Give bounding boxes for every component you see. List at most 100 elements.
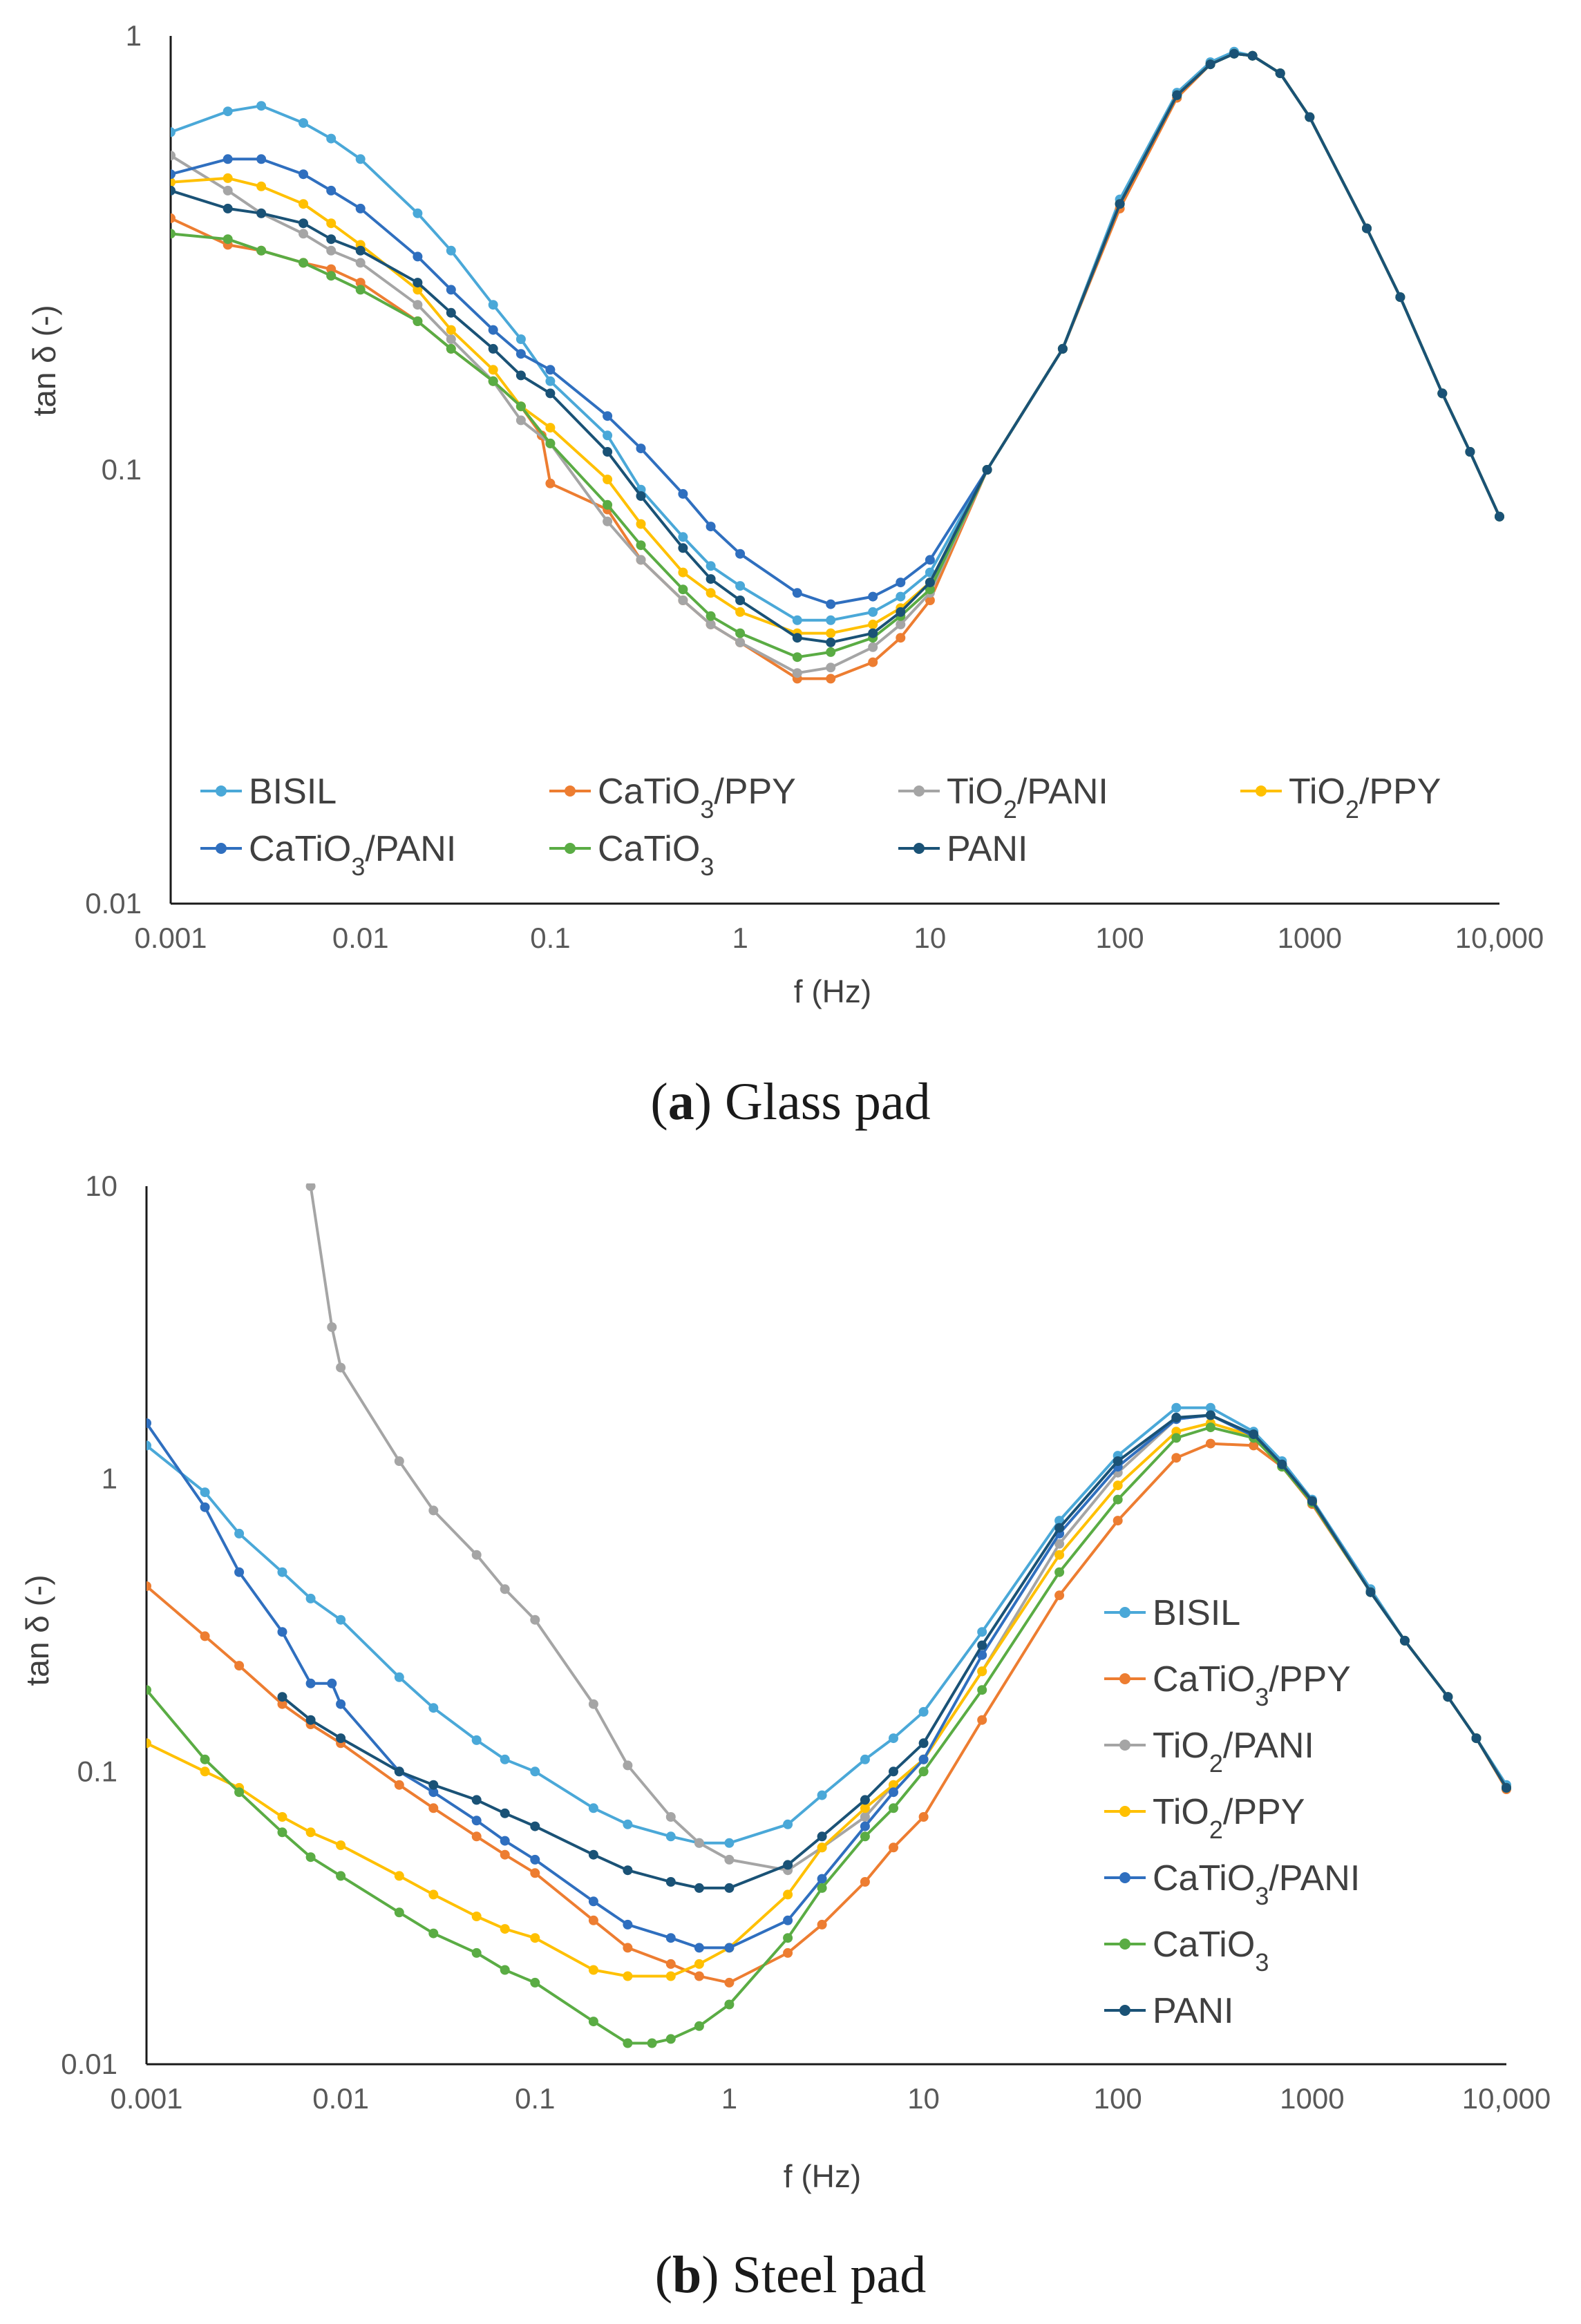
legend-label: CaTiO3/PPY xyxy=(1153,1659,1351,1711)
data-point xyxy=(327,1678,337,1688)
legend-item: TiO2/PANI xyxy=(898,772,1108,823)
data-point xyxy=(735,596,746,605)
data-point xyxy=(792,668,802,678)
data-point xyxy=(588,1915,598,1925)
data-point xyxy=(826,647,836,657)
data-point xyxy=(792,615,802,625)
data-point xyxy=(471,1831,482,1842)
data-point xyxy=(1502,1782,1511,1793)
data-point xyxy=(394,1907,404,1918)
data-point xyxy=(678,567,688,578)
data-point xyxy=(783,1889,793,1900)
data-point xyxy=(1205,1422,1215,1433)
data-point xyxy=(868,591,878,602)
data-point xyxy=(1249,1429,1259,1440)
data-point xyxy=(588,1896,598,1907)
data-point xyxy=(1400,1635,1410,1646)
data-point xyxy=(588,1699,598,1709)
data-point xyxy=(977,1685,987,1695)
y-tick-label: 0.1 xyxy=(77,1755,117,1787)
data-point xyxy=(277,1827,287,1838)
data-point xyxy=(545,478,556,488)
data-point xyxy=(724,1943,735,1953)
legend-swatch-marker xyxy=(1119,1872,1130,1883)
data-point xyxy=(896,578,906,588)
series-line xyxy=(171,52,1501,606)
data-point xyxy=(500,1965,510,1975)
data-point xyxy=(471,1550,482,1560)
data-point xyxy=(817,1842,827,1853)
data-point xyxy=(925,578,935,588)
data-point xyxy=(530,1854,540,1865)
data-point xyxy=(515,415,526,426)
data-point xyxy=(428,1928,439,1939)
legend-item: TiO2/PPY xyxy=(1240,772,1441,823)
data-point xyxy=(1205,1410,1215,1420)
data-point xyxy=(925,596,935,605)
series-line xyxy=(171,52,1501,635)
legend-label: CaTiO3 xyxy=(598,829,714,881)
data-point xyxy=(603,516,613,526)
data-point xyxy=(326,185,337,196)
data-point xyxy=(299,218,308,229)
data-point xyxy=(171,213,176,223)
data-point xyxy=(1465,447,1475,457)
data-point xyxy=(146,1738,151,1749)
data-point xyxy=(588,2017,598,2027)
legend-item: PANI xyxy=(898,829,1028,869)
chart-b-legend: BISIL CaTiO3/PPY TiO2/PANI TiO2/PPY CaTiO3/P… xyxy=(1104,1593,1360,2031)
data-point xyxy=(623,1865,633,1876)
data-point xyxy=(446,325,456,335)
chart-b-axes xyxy=(145,1186,1506,2066)
data-point xyxy=(860,1754,870,1764)
legend-swatch-marker xyxy=(216,843,227,854)
data-point xyxy=(171,177,176,187)
data-point xyxy=(277,1627,287,1637)
data-point xyxy=(146,1418,151,1428)
data-point xyxy=(394,1780,404,1790)
data-point xyxy=(446,307,456,318)
legend-label: CaTiO3/PANI xyxy=(249,829,456,881)
legend-label: CaTiO3/PPY xyxy=(598,772,796,823)
data-point xyxy=(413,285,423,295)
chart-b-series-group xyxy=(146,1183,1511,2048)
chart-b-x-axis-title: f (Hz) xyxy=(784,2158,861,2194)
data-point xyxy=(171,169,176,180)
data-point xyxy=(694,1883,704,1893)
data-point xyxy=(1437,388,1448,399)
series-1 xyxy=(146,1402,1511,1848)
data-point xyxy=(826,615,836,625)
data-point xyxy=(305,1827,316,1838)
data-point xyxy=(200,1766,210,1777)
data-point xyxy=(860,1877,870,1887)
data-point xyxy=(326,218,337,229)
data-point xyxy=(277,1812,287,1822)
data-point xyxy=(234,1661,245,1671)
data-point xyxy=(336,1871,346,1881)
data-point xyxy=(735,549,746,559)
data-point xyxy=(783,1947,793,1958)
data-point xyxy=(889,1842,898,1853)
data-point xyxy=(1247,50,1258,61)
data-point xyxy=(428,1505,439,1516)
data-point xyxy=(200,1631,210,1641)
legend-item: BISIL xyxy=(200,772,337,812)
data-point xyxy=(603,430,613,441)
data-point xyxy=(530,1821,540,1831)
data-point xyxy=(500,1584,510,1594)
data-point xyxy=(545,423,556,433)
y-tick-label: 1 xyxy=(126,19,142,52)
legend-label: TiO2/PPY xyxy=(1289,772,1441,823)
data-point xyxy=(1229,48,1239,59)
chart-a-legend: BISIL CaTiO3/PPY TiO2/PANI TiO2/PPY CaTiO3/P… xyxy=(200,772,1441,881)
data-point xyxy=(889,1803,898,1813)
y-tick-label: 1 xyxy=(102,1463,117,1495)
data-point xyxy=(223,106,233,117)
data-point xyxy=(860,1803,870,1813)
data-point xyxy=(792,652,802,663)
data-point xyxy=(694,1971,704,1981)
data-point xyxy=(977,1715,987,1725)
